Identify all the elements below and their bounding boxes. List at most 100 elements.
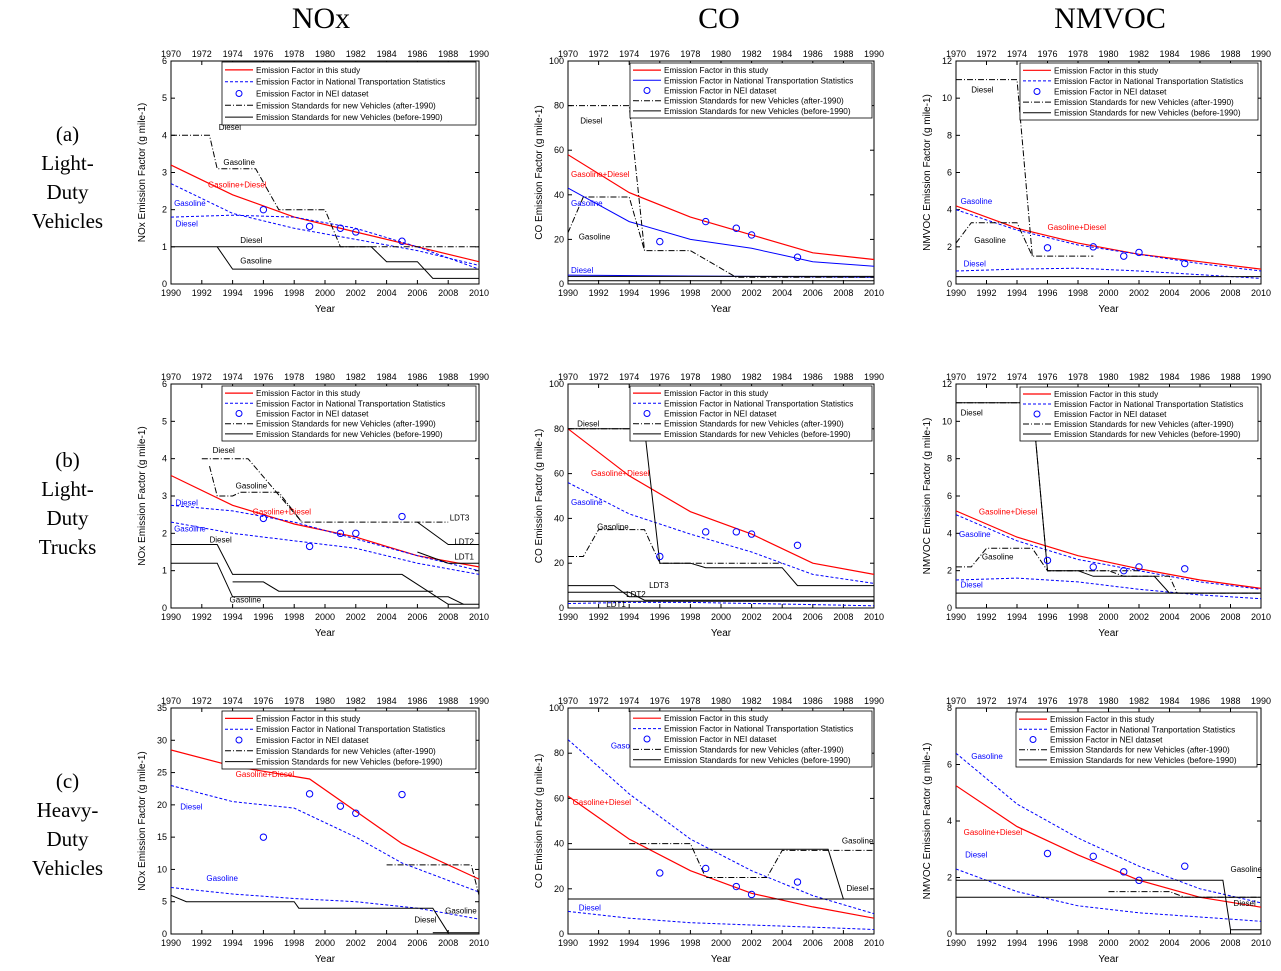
x-tick-label: 2006 <box>1190 612 1210 622</box>
legend-entry: Emission Factor in this study <box>256 714 361 723</box>
legend-box <box>221 710 477 770</box>
x-tick-label: 1996 <box>253 288 273 298</box>
top-x-tick-label: 1984 <box>377 49 397 59</box>
top-x-tick-label: 1980 <box>315 49 335 59</box>
x-tick-label: 1994 <box>1007 938 1027 948</box>
series-line-nts <box>956 577 1261 600</box>
top-x-tick-label: 1978 <box>680 372 700 382</box>
x-tick-label: 1992 <box>976 612 996 622</box>
y-tick-label: 0 <box>947 929 952 939</box>
annotation-label: Diesel <box>971 86 993 95</box>
legend-entry: Emission Standards for new Vehicles (aft… <box>1054 420 1234 429</box>
x-tick-label: 2008 <box>833 938 853 948</box>
x-tick-label: 1994 <box>223 938 243 948</box>
series-line-after <box>201 458 449 523</box>
chart-a-nmvoc: 1990 1992 1994 1996 1998 2000 2002 2004 2006 2008… <box>922 49 1271 315</box>
nei-data-point <box>656 552 664 561</box>
chart-c-nmvoc: 1990 1992 1994 1996 1998 2000 2002 2004 2006 2008… <box>922 696 1271 965</box>
x-tick-label: 1992 <box>192 288 212 298</box>
y-tick-label: 0 <box>162 603 167 613</box>
x-tick-label: 1998 <box>680 288 700 298</box>
annotation-label: Diesel <box>180 802 202 811</box>
chart-a-nox: 1990 1992 1994 1996 1998 2000 2002 2004 2006 2008… <box>137 49 489 315</box>
x-tick-label: 2006 <box>803 612 823 622</box>
top-x-tick-label: 1980 <box>1098 372 1118 382</box>
x-tick-label: 1992 <box>192 612 212 622</box>
x-tick-label: 1998 <box>1068 612 1088 622</box>
x-tick-label: 2000 <box>1098 938 1118 948</box>
x-tick-label: 2006 <box>1190 938 1210 948</box>
top-x-tick-label: 1972 <box>976 372 996 382</box>
series-line-nts <box>568 482 874 584</box>
nei-data-point <box>732 528 740 536</box>
y-axis-label: CO Emission Factor (g mile-1) <box>534 429 545 563</box>
series-line-study <box>956 205 1261 270</box>
x-tick-label: 2002 <box>742 288 762 298</box>
x-tick-label: 1992 <box>976 288 996 298</box>
legend-entry: Emission Factor in NEI dataset <box>1054 410 1167 419</box>
annotation-label: Diesel <box>176 219 198 228</box>
series-line-nts-solid <box>568 187 874 267</box>
legend-marker-nei <box>1033 88 1041 95</box>
legend-marker-nei <box>235 410 243 417</box>
y-tick-label: 4 <box>162 454 167 464</box>
y-tick-label: 6 <box>162 379 167 389</box>
x-tick-label: 2006 <box>407 612 427 622</box>
plot-area <box>568 61 874 282</box>
annotation-label: Gasoline+Diesel <box>979 508 1038 517</box>
series-line-before <box>171 562 464 605</box>
series-line-study <box>568 154 874 261</box>
legend-entry: Emission Standards for new Vehicles (aft… <box>664 420 844 429</box>
annotation-label: Gasoline+Diesel <box>208 180 267 189</box>
row-label-line: Duty <box>46 180 89 204</box>
series-line-after <box>956 79 1094 257</box>
nei-data-point <box>732 882 740 891</box>
annotation-label: Diesel <box>961 580 983 589</box>
top-x-tick-label: 1980 <box>1098 49 1118 59</box>
annotation-label: Gasoline <box>230 595 262 604</box>
y-tick-label: 60 <box>554 469 564 479</box>
legend-entry: Emission Standards for new Vehicles (aft… <box>256 420 436 429</box>
top-x-tick-label: 1976 <box>253 49 273 59</box>
legend-entry: Emission Factor in NEI dataset <box>256 410 369 419</box>
x-tick-label: 1996 <box>1037 938 1057 948</box>
top-x-tick-label: 1982 <box>346 696 366 706</box>
series-line-after <box>209 465 303 523</box>
y-axis-label: CO Emission Factor (g mile-1) <box>534 105 545 239</box>
legend-entry: Emission Factor in NEI dataset <box>256 736 369 745</box>
x-tick-label: 2008 <box>1220 938 1240 948</box>
top-x-tick-label: 1984 <box>377 372 397 382</box>
top-x-tick-label: 1978 <box>1068 49 1088 59</box>
x-tick-label: 1992 <box>976 938 996 948</box>
row-header-heavy-duty-vehicles: (c) Heavy- Duty Vehicles <box>0 767 135 883</box>
top-x-tick-label: 1980 <box>711 372 731 382</box>
plot-area <box>171 61 479 279</box>
nei-data-point <box>747 890 756 899</box>
legend-entry: Emission Factor in National Transportati… <box>664 399 853 408</box>
top-x-tick-label: 1980 <box>315 372 335 382</box>
top-x-tick-label: 1984 <box>772 49 792 59</box>
x-tick-label: 2000 <box>711 938 731 948</box>
top-x-tick-label: 1982 <box>742 372 762 382</box>
annotation-label: Diesel <box>964 259 986 268</box>
series-line-nts <box>171 504 479 572</box>
top-x-tick-label: 1976 <box>1037 372 1057 382</box>
annotation-label: Gasoline <box>971 752 1003 761</box>
annotation-label: Gasoline <box>597 523 629 532</box>
y-tick-label: 20 <box>554 234 564 244</box>
legend-entry: Emission Factor in National Tranportatio… <box>1050 725 1235 734</box>
series-line-after <box>629 843 874 878</box>
legend-entry: Emission Factor in National Transportati… <box>256 399 445 408</box>
legend-entry: Emission Standards for new Vehicles (aft… <box>664 97 844 106</box>
nei-data-point <box>1181 565 1189 573</box>
top-x-tick-label: 1982 <box>1129 696 1149 706</box>
top-x-tick-label: 1978 <box>1068 696 1088 706</box>
series-line-after <box>956 222 1033 257</box>
y-tick-label: 6 <box>947 491 952 501</box>
nei-data-point <box>702 528 710 536</box>
top-x-tick-label: 1976 <box>650 372 670 382</box>
top-x-tick-label: 1974 <box>223 372 243 382</box>
x-tick-label: 1992 <box>589 938 609 948</box>
x-tick-label: 1990 <box>946 612 966 622</box>
top-x-tick-label: 1986 <box>1190 696 1210 706</box>
